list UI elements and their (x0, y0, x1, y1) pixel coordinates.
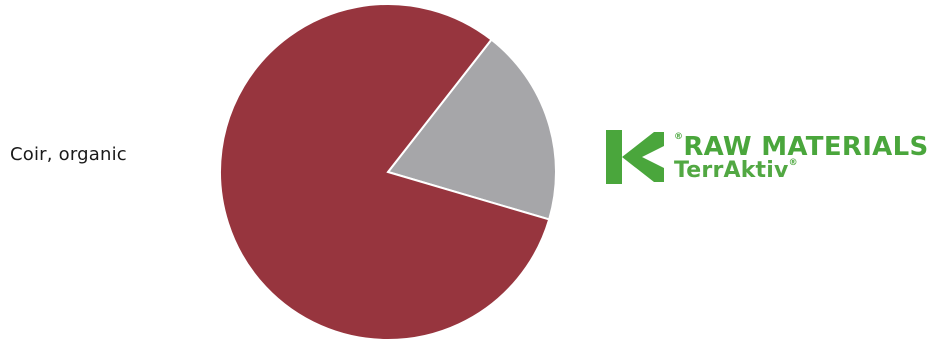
brand-reg-mark-1: ® (674, 132, 684, 142)
pie-chart-svg (219, 3, 557, 341)
brand-subtitle: TerrAktiv® (674, 158, 798, 183)
brand-logo: ®RAW MATERIALS TerrAktiv® (604, 126, 934, 188)
side-label: Coir, organic (10, 144, 127, 165)
brand-line1: RAW MATERIALS (683, 132, 929, 162)
k-logo-icon (606, 130, 664, 184)
pie-slice-0 (386, 38, 557, 221)
pie-slice-1 (219, 3, 551, 341)
brand-title: ®RAW MATERIALS (674, 132, 929, 162)
brand-line2: TerrAktiv (674, 158, 789, 183)
pie-chart (210, 0, 570, 343)
brand-reg-mark-2: ® (788, 158, 798, 168)
